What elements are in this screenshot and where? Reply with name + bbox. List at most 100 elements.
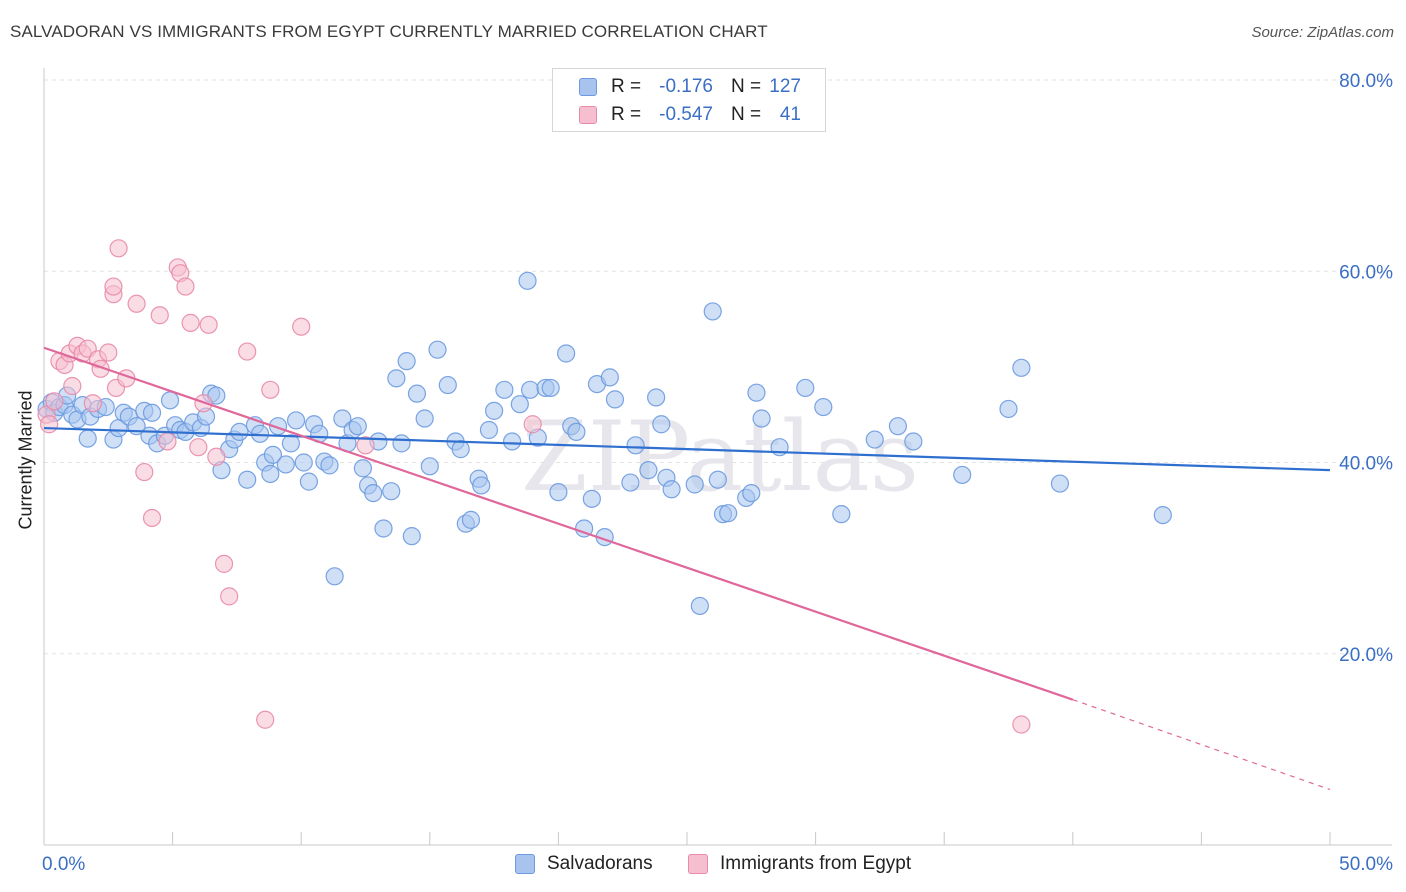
salvadoran-point (814, 397, 833, 417)
egypt-point (199, 315, 218, 334)
salvadoran-point (605, 390, 625, 409)
watermark: ZIPatlas (521, 401, 919, 513)
legend-label: Immigrants from Egypt (720, 853, 912, 874)
salvadoran-point (742, 484, 761, 503)
egypt-point (220, 587, 239, 606)
y-tick-label: 80.0% (1339, 71, 1393, 92)
salvadoran-point (397, 352, 416, 371)
egypt-point (99, 343, 118, 362)
x-tick-label: 50.0% (1339, 854, 1393, 875)
grid-lines (44, 79, 1392, 655)
y-tick-label: 60.0% (1339, 262, 1393, 283)
legend-swatch-pink (688, 854, 708, 874)
stats-legend-row: R = -0.547 N = 41 (553, 100, 825, 128)
n-value: 41 (779, 104, 801, 125)
salvadoran-point (420, 457, 439, 476)
salvadoran-point (325, 567, 344, 586)
watermark-text: ZIPatlas (521, 401, 919, 513)
salvadoran-point (888, 417, 908, 436)
salvadoran-point (703, 302, 722, 321)
salvadoran-point (407, 384, 427, 403)
salvadoran-point (261, 464, 280, 484)
egypt-point (135, 462, 154, 482)
salvadoran-point (348, 417, 367, 436)
n-value: 127 (769, 76, 801, 97)
salvadoran-point (549, 483, 568, 502)
salvadoran-point (621, 473, 640, 492)
salvadoran-point (238, 470, 257, 489)
salvadoran-point (479, 420, 499, 440)
salvadoran-point (142, 403, 162, 422)
salvadoran-point (690, 596, 709, 616)
chart-title: SALVADORAN VS IMMIGRANTS FROM EGYPT CURR… (10, 22, 768, 41)
salvadoran-point (796, 378, 815, 398)
egypt-point (181, 313, 200, 332)
n-label: N = (731, 104, 762, 125)
egypt-point (261, 380, 280, 399)
egypt-point (356, 436, 375, 455)
salvadoran-point (230, 422, 249, 441)
salvadoran-point (392, 434, 411, 453)
egypt-point (523, 415, 542, 434)
y-tick-label: 20.0% (1339, 645, 1393, 666)
salvadoran-point (1050, 474, 1070, 493)
salvadoran-point (387, 369, 406, 388)
egypt-point (45, 392, 64, 411)
salvadoran-point (865, 430, 884, 449)
salvadoran-point (461, 510, 481, 529)
trend-lines (43, 346, 1331, 791)
egypt-point (40, 415, 59, 434)
salvadoran-point (451, 440, 470, 459)
salvadoran-point (1153, 505, 1172, 525)
salvadoran-point (999, 399, 1018, 419)
legend-label: Salvadorans (547, 853, 653, 874)
legend-swatch-blue (515, 854, 535, 874)
axes (43, 68, 1392, 846)
salvadoran-point (503, 432, 522, 451)
salvadoran-point (652, 415, 671, 434)
salvadoran-point (402, 527, 421, 546)
salvadoran-point (374, 519, 393, 538)
r-label: R = (611, 76, 642, 97)
salvadoran-trend-line (43, 426, 1331, 472)
salvadoran-point (832, 505, 851, 524)
salvadoran-point (364, 484, 383, 503)
r-value: -0.547 (659, 104, 713, 125)
egypt-point (1012, 715, 1031, 734)
salvadoran-point (276, 455, 295, 474)
salvadoran-point (382, 482, 401, 501)
egypt-point (207, 447, 226, 466)
stats-legend-row: R = -0.176 N = 127 (553, 72, 825, 100)
series-legend: Salvadorans Immigrants from Egypt (0, 852, 1406, 878)
salvadoran-point (747, 383, 766, 402)
salvadoran-point (428, 340, 447, 359)
egypt-point (109, 239, 128, 258)
salvadoran-point (708, 470, 727, 489)
salvadoran-point (495, 380, 514, 399)
salvadoran-point (685, 475, 704, 494)
salvadoran-point (904, 432, 923, 451)
salvadoran-point (510, 395, 529, 414)
salvadoran-point (415, 409, 434, 428)
egypt-trend-line (43, 346, 1074, 701)
salvadoran-point (160, 391, 180, 410)
egypt-point (63, 376, 82, 396)
egypt-point (83, 394, 102, 413)
n-label: N = (731, 76, 762, 97)
egypt-point (127, 294, 146, 313)
egypt-point (238, 342, 257, 361)
egypt-point (256, 710, 275, 729)
tick-labels: 20.0% 40.0% 60.0% 80.0% 0.0% 50.0% (42, 71, 1393, 875)
salvadoran-point (263, 445, 283, 464)
egypt-trend-extension (1072, 699, 1331, 791)
y-tick-label: 40.0% (1339, 454, 1393, 475)
legend-swatch-pink (579, 106, 597, 124)
egypt-point (150, 306, 169, 325)
salvadoran-point (647, 388, 666, 407)
salvadoran-point (281, 434, 301, 453)
salvadoran-point (541, 378, 560, 398)
salvadoran-point (250, 424, 270, 443)
salvadoran-point (353, 459, 373, 478)
salvadoran-point (472, 476, 491, 495)
